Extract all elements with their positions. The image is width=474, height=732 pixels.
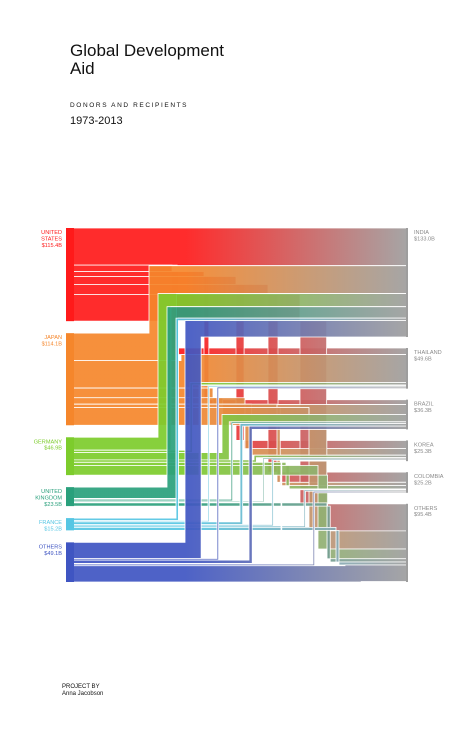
credit: PROJECT BY Anna Jacobson [62, 684, 103, 698]
credit-heading: PROJECT BY [62, 684, 100, 690]
recipient-amount-colombia: $25.2B [414, 481, 432, 487]
credit-author: Anna Jacobson [62, 691, 104, 697]
donor-amount-japan: $114.1B [42, 342, 63, 348]
page-subtitle: DONORS AND RECIPIENTS [70, 102, 189, 109]
recipient-bar-others [406, 503, 408, 582]
donor-label-others: OTHERS [39, 544, 63, 550]
recipient-label-korea: KOREA [414, 442, 434, 448]
donor-bar-others [66, 542, 74, 582]
recipient-bar-colombia [406, 472, 408, 493]
donor-amount-united-kingdom: $23.5B [44, 502, 62, 508]
recipient-amount-india: $133.0B [414, 236, 435, 242]
flow-others-to-others [65, 564, 409, 583]
donor-bar-japan [66, 333, 74, 426]
donor-label-france: FRANCE [39, 520, 62, 526]
donor-bar-united-kingdom [66, 487, 74, 507]
recipient-amount-thailand: $49.6B [414, 356, 432, 362]
donor-label-united-states: STATES [41, 236, 62, 242]
donor-amount-france: $15.2B [44, 526, 62, 532]
donor-label-germany: GERMANY [34, 439, 63, 445]
recipient-label-colombia: COLOMBIA [414, 474, 444, 480]
recipient-bar-india [406, 228, 408, 338]
donor-amount-united-states: $115.4B [42, 243, 63, 249]
date-range: 1973-2013 [70, 115, 123, 127]
donor-label-united-kingdom: UNITED [41, 489, 62, 495]
recipient-bar-thailand [406, 348, 408, 389]
donor-label-japan: JAPAN [44, 335, 62, 341]
recipient-label-others: OTHERS [414, 506, 438, 512]
donor-amount-others: $49.1B [44, 551, 62, 557]
donor-label-united-kingdom: KINGDOM [35, 496, 62, 502]
recipient-bar-korea [406, 440, 408, 462]
donor-bar-germany [66, 437, 74, 476]
donor-amount-germany: $46.9B [44, 446, 62, 452]
recipient-label-india: INDIA [414, 230, 429, 236]
page-title: Global Development Aid [70, 41, 225, 78]
donor-bar-france [66, 518, 74, 531]
recipient-amount-others: $95.4B [414, 512, 432, 518]
recipient-label-brazil: BRAZIL [414, 402, 434, 408]
recipient-label-thailand: THAILAND [414, 350, 442, 356]
donor-nodes: UNITEDSTATES$115.4BJAPAN$114.1BGERMANY$4… [34, 228, 74, 582]
donor-label-united-states: UNITED [41, 230, 62, 236]
recipient-bar-brazil [406, 399, 408, 430]
donor-bar-united-states [66, 228, 74, 322]
recipient-amount-korea: $25.3B [414, 449, 432, 455]
flow-united-states-to-india [65, 227, 409, 267]
recipient-amount-brazil: $36.3B [414, 408, 432, 414]
recipient-nodes: INDIA$133.0B THAILAND$49.6B BRAZIL$36.3B KO… [406, 228, 444, 582]
flows [65, 227, 409, 583]
